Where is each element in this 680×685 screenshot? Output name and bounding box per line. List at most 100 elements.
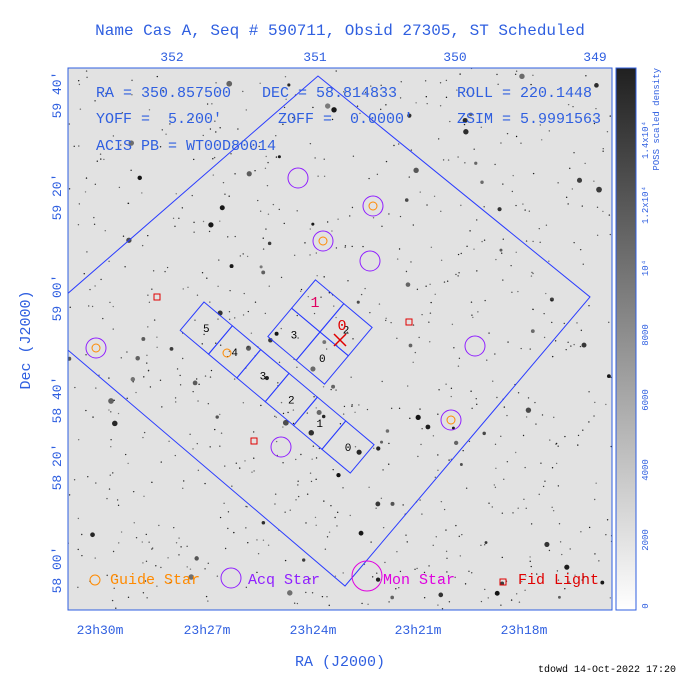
star [85,70,88,72]
star [312,445,315,447]
chip-label: 0 [319,354,326,366]
star [364,287,366,290]
star [576,177,583,183]
star [182,288,184,290]
star [517,392,520,394]
chip-label: 2 [343,326,350,338]
star [581,579,583,581]
star [360,293,363,296]
star [254,301,257,303]
star [395,588,397,590]
star [423,571,426,574]
star [552,510,555,512]
star [455,524,457,527]
star [378,303,381,305]
star [477,311,479,313]
star [73,145,75,148]
star [351,404,353,406]
star [511,190,514,193]
star [368,486,370,488]
star [156,75,159,78]
star [284,511,286,513]
star [68,494,71,496]
star [417,455,419,458]
star [573,343,575,346]
plot-frame [67,67,613,611]
star [85,177,88,179]
star [457,275,459,277]
star [525,407,532,413]
star [160,461,162,463]
star [174,225,176,228]
star [551,321,553,324]
star [425,96,428,98]
star [193,221,195,224]
star [423,597,426,599]
star [530,275,533,277]
star [388,463,390,465]
star [141,541,143,543]
star [143,495,145,498]
star [581,205,583,207]
star [91,305,94,308]
star [385,104,387,106]
star [118,542,120,544]
star [87,305,90,307]
star [453,347,455,349]
star [473,148,475,150]
star [126,397,128,399]
star [326,595,328,598]
star [435,536,437,538]
star [186,545,188,548]
star [380,440,384,444]
star [335,316,337,319]
star [305,591,307,594]
star [354,411,356,414]
star [215,342,217,344]
star [410,261,412,263]
star [336,473,341,478]
star [430,246,433,249]
star [602,150,604,152]
star [388,601,390,603]
star [228,350,231,353]
star [297,480,299,482]
star [438,389,440,391]
star [579,345,582,348]
star [277,155,281,159]
star [421,313,423,316]
star [116,499,119,501]
bottom-tick-label: 23h30m [77,623,124,638]
star [413,167,419,173]
star [486,359,488,361]
star [147,234,149,237]
star [564,588,566,590]
star [439,105,442,107]
star [323,158,325,160]
star [331,107,337,113]
star [448,601,451,603]
star [398,143,400,145]
star [405,282,411,287]
star [396,551,398,553]
acq-star [464,335,486,357]
star [484,299,486,302]
guide-star [368,201,378,211]
star [247,346,249,348]
star [81,554,83,557]
star [296,366,298,369]
star [202,220,205,223]
chip [290,279,345,333]
star [132,381,134,383]
star [463,129,469,135]
star [267,544,270,546]
star [300,453,302,456]
star [571,188,574,190]
info-text: ACIS PB = WT00D80014 [96,138,276,155]
star [410,149,413,151]
star [94,285,96,287]
left-tick-label: 59 00' [50,275,65,322]
star [548,549,551,552]
star [311,592,314,594]
star [483,206,485,208]
